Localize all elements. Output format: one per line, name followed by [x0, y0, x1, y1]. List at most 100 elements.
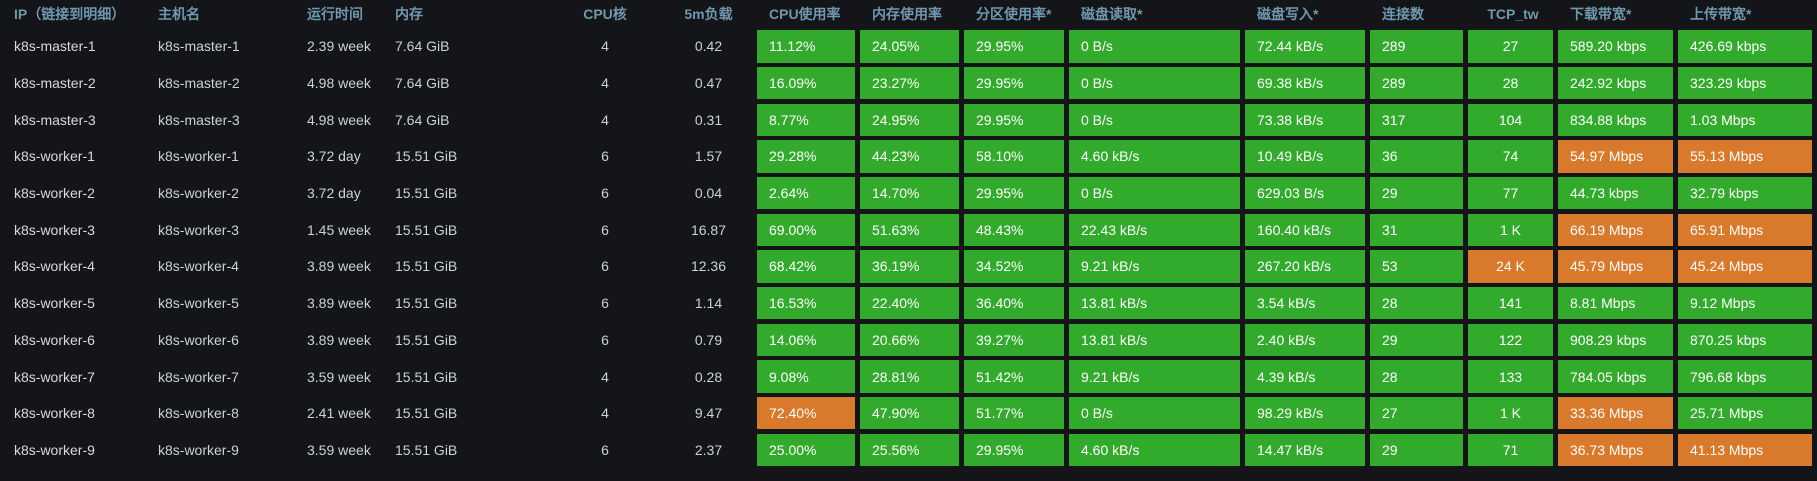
metric-cell-partition-usage: 29.95%	[964, 176, 1064, 210]
table-row: k8s-worker-6 k8s-worker-6 3.89 week 15.51 G…	[0, 322, 1817, 359]
metric-cell-cpu-usage: 29.28%	[757, 140, 855, 173]
metric-cell-disk-read: 0 B/s	[1069, 103, 1240, 136]
metric-cell-disk-read: 13.81 kB/s	[1069, 323, 1240, 357]
ip-detail-link[interactable]: k8s-worker-6	[14, 331, 95, 348]
hostname-cell: k8s-worker-9	[158, 441, 239, 458]
ip-detail-link[interactable]: k8s-worker-2	[14, 185, 95, 202]
ip-detail-link[interactable]: k8s-worker-5	[14, 295, 95, 312]
ip-cell: k8s-worker-4	[0, 258, 150, 275]
hostname-cell: k8s-worker-6	[158, 331, 239, 348]
metric-cell-download-bw: 784.05 kbps	[1558, 360, 1673, 393]
uptime-cell: 3.72 day	[307, 148, 361, 165]
metric-cell-cpu-usage: 2.64%	[757, 176, 855, 210]
table-row: k8s-master-2 k8s-master-2 4.98 week 7.64 Gi…	[0, 65, 1817, 102]
table-row: k8s-worker-1 k8s-worker-1 3.72 day 15.51 Gi…	[0, 138, 1817, 175]
metric-cell-download-bw: 66.19 Mbps	[1558, 213, 1673, 246]
uptime-cell: 3.59 week	[307, 368, 371, 385]
hostname-cell: k8s-worker-7	[158, 368, 239, 385]
column-header-load-5m: 5m负载	[684, 6, 733, 22]
metric-cell-connections: 53	[1370, 250, 1463, 283]
column-header-download-bw: 下载带宽*	[1570, 6, 1632, 22]
cpu-cores-cell: 6	[601, 295, 609, 312]
metric-cell-upload-bw: 55.13 Mbps	[1678, 140, 1812, 173]
metric-cell-partition-usage: 29.95%	[964, 30, 1064, 63]
metric-cell-connections: 27	[1370, 397, 1463, 430]
hostname-cell: k8s-worker-8	[158, 405, 239, 422]
metric-cell-disk-read: 9.21 kB/s	[1069, 360, 1240, 393]
table-row: k8s-worker-4 k8s-worker-4 3.89 week 15.51 G…	[0, 248, 1817, 285]
hostname-cell: k8s-master-3	[158, 111, 240, 128]
metric-cell-tcp-tw: 74	[1468, 140, 1553, 173]
metric-cell-disk-read: 0 B/s	[1069, 397, 1240, 430]
memory-cell: 15.51 GiB	[395, 185, 458, 202]
ip-cell: k8s-worker-8	[0, 405, 150, 422]
metric-cell-download-bw: 589.20 kbps	[1558, 30, 1673, 63]
column-header-memory: 内存	[395, 6, 423, 22]
metric-cell-partition-usage: 39.27%	[964, 323, 1064, 357]
ip-detail-link[interactable]: k8s-worker-3	[14, 221, 95, 238]
load-5m-cell: 0.47	[694, 75, 723, 92]
hostname-cell: k8s-master-2	[158, 75, 240, 92]
ip-detail-link[interactable]: k8s-master-2	[14, 75, 96, 92]
ip-detail-link[interactable]: k8s-worker-4	[14, 258, 95, 275]
uptime-cell: 3.59 week	[307, 441, 371, 458]
metric-cell-disk-write: 4.39 kB/s	[1245, 360, 1365, 393]
metric-cell-cpu-usage: 9.08%	[757, 360, 855, 393]
metric-cell-disk-write: 160.40 kB/s	[1245, 213, 1365, 246]
column-header-cpu-cores: CPU核	[583, 6, 627, 22]
column-header-partition-usage: 分区使用率*	[976, 6, 1052, 22]
ip-detail-link[interactable]: k8s-worker-9	[14, 441, 95, 458]
metric-cell-download-bw: 33.36 Mbps	[1558, 397, 1673, 430]
metric-cell-mem-usage: 24.05%	[860, 30, 959, 63]
metric-cell-connections: 29	[1370, 433, 1463, 467]
metric-cell-tcp-tw: 1 K	[1468, 397, 1553, 430]
ip-cell: k8s-worker-2	[0, 185, 150, 202]
ip-detail-link[interactable]: k8s-worker-7	[14, 368, 95, 385]
metric-cell-cpu-usage: 8.77%	[757, 103, 855, 136]
uptime-cell: 4.98 week	[307, 111, 371, 128]
table-row: k8s-worker-7 k8s-worker-7 3.59 week 15.51 G…	[0, 358, 1817, 395]
metric-cell-download-bw: 834.88 kbps	[1558, 103, 1673, 136]
table-header-row: IP（链接到明细） 主机名 运行时间 内存 CPU核 5m负载 CPU使用率 内存使用率 分区使…	[0, 0, 1817, 28]
ip-detail-link[interactable]: k8s-worker-8	[14, 405, 95, 422]
column-header-disk-write: 磁盘写入*	[1257, 6, 1319, 22]
metric-cell-upload-bw: 323.29 kbps	[1678, 66, 1812, 100]
ip-detail-link[interactable]: k8s-worker-1	[14, 148, 95, 165]
metric-cell-cpu-usage: 11.12%	[757, 30, 855, 63]
memory-cell: 15.51 GiB	[395, 331, 458, 348]
memory-cell: 15.51 GiB	[395, 295, 458, 312]
metric-cell-mem-usage: 20.66%	[860, 323, 959, 357]
memory-cell: 15.51 GiB	[395, 258, 458, 275]
metric-cell-download-bw: 908.29 kbps	[1558, 323, 1673, 357]
cpu-cores-cell: 6	[601, 221, 609, 238]
metric-cell-download-bw: 8.81 Mbps	[1558, 286, 1673, 320]
metric-cell-upload-bw: 25.71 Mbps	[1678, 397, 1812, 430]
metric-cell-disk-read: 0 B/s	[1069, 176, 1240, 210]
load-5m-cell: 9.47	[694, 405, 723, 422]
metric-cell-disk-read: 0 B/s	[1069, 30, 1240, 63]
metric-cell-partition-usage: 58.10%	[964, 140, 1064, 173]
hostname-cell: k8s-worker-2	[158, 185, 239, 202]
metric-cell-cpu-usage: 69.00%	[757, 213, 855, 246]
table-row: k8s-worker-5 k8s-worker-5 3.89 week 15.51 G…	[0, 285, 1817, 322]
metric-cell-disk-write: 3.54 kB/s	[1245, 286, 1365, 320]
metric-cell-mem-usage: 23.27%	[860, 66, 959, 100]
metric-cell-cpu-usage: 14.06%	[757, 323, 855, 357]
metric-cell-tcp-tw: 24 K	[1468, 250, 1553, 283]
ip-detail-link[interactable]: k8s-master-3	[14, 111, 96, 128]
metric-cell-partition-usage: 48.43%	[964, 213, 1064, 246]
metric-cell-disk-write: 72.44 kB/s	[1245, 30, 1365, 63]
metric-cell-cpu-usage: 16.09%	[757, 66, 855, 100]
metric-cell-mem-usage: 22.40%	[860, 286, 959, 320]
cpu-cores-cell: 6	[601, 185, 609, 202]
load-5m-cell: 0.04	[694, 185, 723, 202]
ip-cell: k8s-worker-5	[0, 295, 150, 312]
metric-cell-mem-usage: 44.23%	[860, 140, 959, 173]
metric-cell-tcp-tw: 77	[1468, 176, 1553, 210]
metric-cell-tcp-tw: 133	[1468, 360, 1553, 393]
table-row: k8s-master-1 k8s-master-1 2.39 week 7.64 Gi…	[0, 28, 1817, 65]
ip-cell: k8s-master-3	[0, 111, 150, 128]
metric-cell-connections: 317	[1370, 103, 1463, 136]
ip-detail-link[interactable]: k8s-master-1	[14, 38, 96, 55]
node-metrics-table: IP（链接到明细） 主机名 运行时间 内存 CPU核 5m负载 CPU使用率 内存使用率 分区使…	[0, 0, 1817, 467]
